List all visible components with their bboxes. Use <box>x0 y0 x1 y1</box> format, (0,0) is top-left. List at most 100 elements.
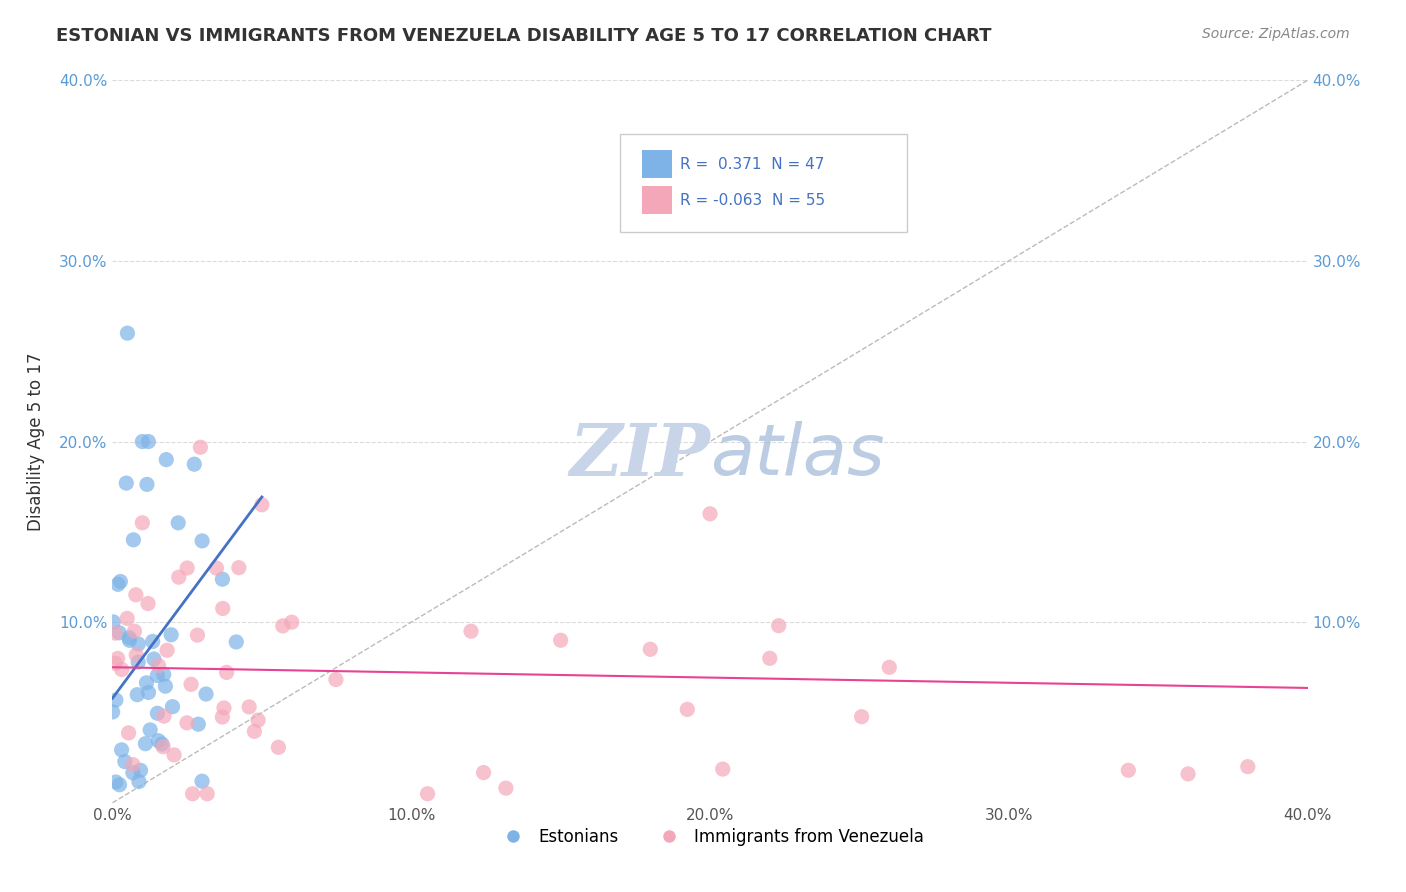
Point <box>225 635 247 649</box>
Point <box>495 781 517 796</box>
Point <box>186 628 208 642</box>
Point <box>215 665 238 680</box>
Point <box>238 700 260 714</box>
Point <box>460 624 482 639</box>
Point <box>125 648 148 662</box>
Point <box>640 642 662 657</box>
Point <box>759 651 782 665</box>
Point <box>183 457 205 471</box>
Point <box>195 787 218 801</box>
Point <box>103 615 125 629</box>
Point <box>146 668 169 682</box>
Point <box>127 688 149 702</box>
Point <box>124 624 146 639</box>
Point <box>104 657 127 671</box>
Point <box>107 577 129 591</box>
Point <box>281 615 304 630</box>
Point <box>212 701 235 715</box>
Point <box>107 651 129 665</box>
Point <box>271 619 294 633</box>
Point <box>187 717 209 731</box>
Point <box>131 434 153 449</box>
Point <box>136 597 159 611</box>
Point <box>160 628 183 642</box>
Point <box>180 677 202 691</box>
FancyBboxPatch shape <box>643 151 672 178</box>
Point <box>148 733 170 747</box>
Point <box>181 787 204 801</box>
Point <box>167 570 190 584</box>
Point <box>191 533 214 548</box>
Point <box>162 699 184 714</box>
Point <box>115 476 138 491</box>
Text: R =  0.371  N = 47: R = 0.371 N = 47 <box>681 157 824 171</box>
Point <box>118 633 141 648</box>
Point <box>150 737 173 751</box>
Point <box>176 561 198 575</box>
Point <box>122 757 145 772</box>
Point <box>247 713 270 727</box>
Point <box>127 637 149 651</box>
FancyBboxPatch shape <box>620 135 907 232</box>
Point <box>138 434 160 449</box>
Point <box>128 774 150 789</box>
Point <box>138 685 160 699</box>
Point <box>104 775 127 789</box>
Point <box>1177 767 1199 781</box>
Point <box>152 667 174 681</box>
Point <box>699 507 721 521</box>
FancyBboxPatch shape <box>643 186 672 214</box>
Point <box>104 693 127 707</box>
Text: atlas: atlas <box>710 422 884 491</box>
Point <box>139 723 162 737</box>
Point <box>228 560 250 574</box>
Text: ZIP: ZIP <box>569 420 710 491</box>
Point <box>155 679 177 693</box>
Point <box>136 477 159 491</box>
Point <box>176 715 198 730</box>
Point <box>135 676 157 690</box>
Point <box>118 631 141 645</box>
Point <box>211 572 233 586</box>
Point <box>472 765 495 780</box>
Point <box>114 755 136 769</box>
Point <box>190 440 212 454</box>
Point <box>129 764 152 778</box>
Point <box>676 702 699 716</box>
Point <box>117 726 139 740</box>
Point <box>155 452 177 467</box>
Point <box>117 326 139 340</box>
Point <box>104 626 127 640</box>
Point <box>250 498 273 512</box>
Point <box>167 516 190 530</box>
Point <box>134 737 156 751</box>
Point <box>108 625 131 640</box>
Point <box>110 574 132 589</box>
Point <box>142 634 165 648</box>
Point <box>146 706 169 721</box>
Point <box>243 724 266 739</box>
Legend: Estonians, Immigrants from Venezuela: Estonians, Immigrants from Venezuela <box>489 821 931 852</box>
Point <box>122 533 145 547</box>
Point <box>711 762 734 776</box>
Point <box>205 561 228 575</box>
Point <box>1237 760 1260 774</box>
Point <box>768 618 790 632</box>
Point <box>879 660 901 674</box>
Point <box>851 709 873 723</box>
Point <box>127 655 149 669</box>
Text: ESTONIAN VS IMMIGRANTS FROM VENEZUELA DISABILITY AGE 5 TO 17 CORRELATION CHART: ESTONIAN VS IMMIGRANTS FROM VENEZUELA DI… <box>56 27 991 45</box>
Point <box>122 765 145 780</box>
Point <box>108 778 131 792</box>
Point <box>1118 764 1140 778</box>
Point <box>550 633 572 648</box>
Point <box>153 709 176 723</box>
Point <box>416 787 439 801</box>
Point <box>125 588 148 602</box>
Point <box>267 740 290 755</box>
Text: R = -0.063  N = 55: R = -0.063 N = 55 <box>681 193 825 208</box>
Point <box>211 710 233 724</box>
Text: Source: ZipAtlas.com: Source: ZipAtlas.com <box>1202 27 1350 41</box>
Point <box>191 774 214 789</box>
Point <box>111 663 134 677</box>
